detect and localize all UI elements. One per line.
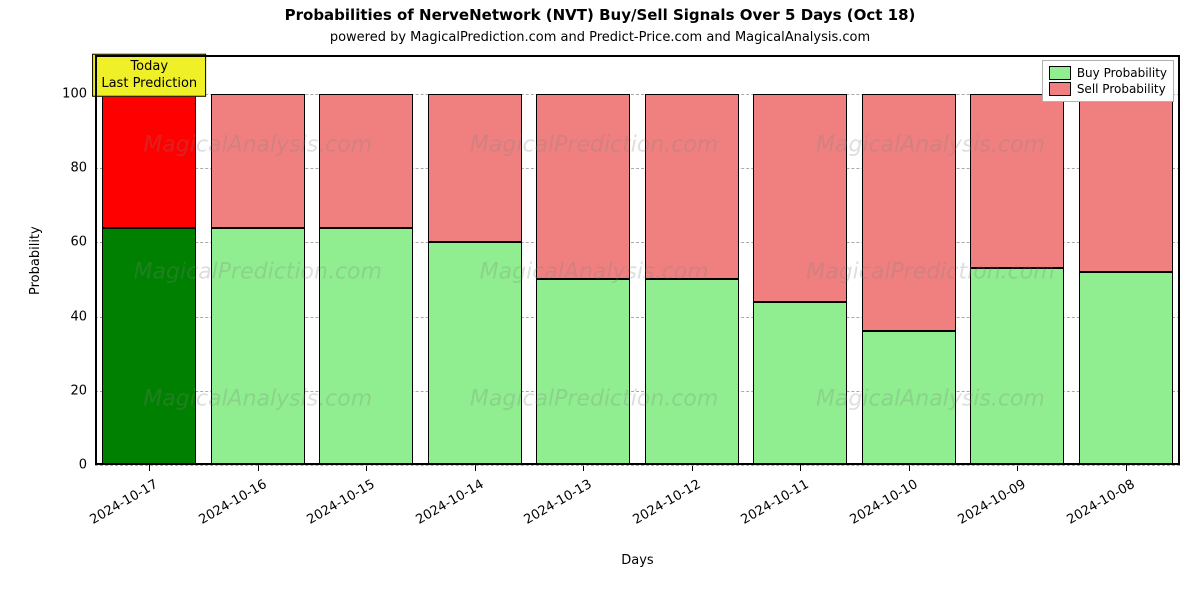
today-annotation-line1: Today (101, 59, 197, 75)
bar-buy (1079, 272, 1173, 465)
bar-buy (970, 268, 1064, 465)
x-tick-label: 2024-10-10 (847, 477, 920, 528)
bar-buy (102, 228, 196, 465)
bar-sell (753, 94, 847, 302)
y-tick-label: 0 (0, 458, 87, 473)
bar-group (970, 55, 1064, 465)
bar-buy (319, 228, 413, 465)
x-tick-label: 2024-10-14 (413, 477, 486, 528)
gridline (95, 465, 1180, 466)
bar-group (645, 55, 739, 465)
bar-sell (536, 94, 630, 280)
legend: Buy Probability Sell Probability (1042, 60, 1174, 102)
legend-label: Buy Probability (1077, 66, 1167, 80)
bar-group (319, 55, 413, 465)
plot-area: MagicalAnalysis.comMagicalPrediction.com… (95, 55, 1180, 465)
bar-group (753, 55, 847, 465)
y-tick-label: 20 (0, 383, 87, 398)
legend-swatch (1049, 66, 1071, 80)
chart-title: Probabilities of NerveNetwork (NVT) Buy/… (0, 6, 1200, 24)
chart-subtitle: powered by MagicalPrediction.com and Pre… (0, 30, 1200, 45)
bar-buy (428, 242, 522, 465)
today-annotation-line2: Last Prediction (101, 75, 197, 91)
y-tick-label: 60 (0, 235, 87, 250)
bar-sell (862, 94, 956, 331)
today-annotation: Today Last Prediction (92, 54, 206, 97)
bar-buy (645, 279, 739, 465)
bar-group (862, 55, 956, 465)
bar-buy (753, 302, 847, 465)
bar-group (102, 55, 196, 465)
bar-sell (645, 94, 739, 280)
x-axis-label: Days (95, 553, 1180, 568)
bar-group (1079, 55, 1173, 465)
bar-sell (1079, 94, 1173, 272)
y-tick-label: 100 (0, 86, 87, 101)
x-tick-label: 2024-10-12 (630, 477, 703, 528)
legend-item: Buy Probability (1049, 65, 1167, 81)
legend-label: Sell Probability (1077, 82, 1166, 96)
bar-buy (211, 228, 305, 465)
y-tick-label: 40 (0, 309, 87, 324)
x-tick-label: 2024-10-09 (956, 477, 1029, 528)
bar-sell (102, 94, 196, 228)
x-tick-label: 2024-10-17 (88, 477, 161, 528)
bar-group (536, 55, 630, 465)
bar-sell (970, 94, 1064, 268)
bar-buy (862, 331, 956, 465)
legend-swatch (1049, 82, 1071, 96)
x-tick-label: 2024-10-11 (739, 477, 812, 528)
chart-container: Probabilities of NerveNetwork (NVT) Buy/… (0, 0, 1200, 600)
bar-sell (319, 94, 413, 228)
x-tick-label: 2024-10-15 (305, 477, 378, 528)
x-tick-label: 2024-10-08 (1064, 477, 1137, 528)
bar-group (428, 55, 522, 465)
bar-sell (428, 94, 522, 242)
x-tick-label: 2024-10-16 (196, 477, 269, 528)
x-tick-label: 2024-10-13 (522, 477, 595, 528)
bar-buy (536, 279, 630, 465)
y-tick-label: 80 (0, 161, 87, 176)
bar-sell (211, 94, 305, 228)
bar-group (211, 55, 305, 465)
legend-item: Sell Probability (1049, 81, 1167, 97)
